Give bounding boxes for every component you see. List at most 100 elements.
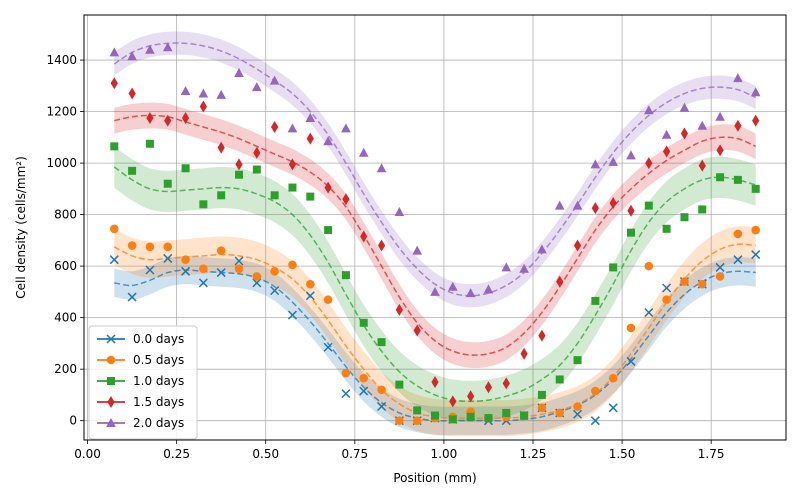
data-point bbox=[341, 271, 350, 280]
data-point bbox=[590, 159, 601, 169]
data-point bbox=[501, 262, 512, 272]
data-point bbox=[145, 139, 154, 148]
data-point bbox=[465, 288, 476, 298]
data-point bbox=[216, 89, 226, 99]
data-point bbox=[164, 114, 172, 127]
data-point bbox=[627, 204, 635, 217]
data-point bbox=[323, 295, 333, 304]
y-tick-label: 600 bbox=[54, 259, 77, 273]
x-tick-label: 0.25 bbox=[163, 447, 190, 461]
data-point bbox=[716, 173, 725, 182]
data-point bbox=[324, 226, 333, 235]
data-point bbox=[395, 303, 403, 316]
data-point bbox=[199, 200, 208, 209]
data-point bbox=[128, 166, 137, 175]
x-stroke bbox=[234, 256, 244, 266]
data-point bbox=[662, 295, 671, 304]
x-stroke bbox=[216, 268, 226, 278]
data-point bbox=[341, 123, 351, 133]
data-point bbox=[305, 113, 316, 123]
data-point bbox=[413, 406, 422, 415]
x-stroke bbox=[109, 255, 119, 265]
data-point bbox=[306, 192, 315, 201]
data-point bbox=[680, 213, 689, 222]
data-point bbox=[626, 323, 636, 333]
legend-entry: 0.0 days bbox=[97, 332, 184, 346]
x-stroke bbox=[145, 265, 155, 275]
data-point bbox=[662, 283, 672, 293]
legend-label: 0.0 days bbox=[133, 332, 184, 346]
data-point bbox=[502, 408, 511, 417]
data-point bbox=[341, 389, 351, 399]
data-point bbox=[377, 239, 386, 252]
data-point bbox=[216, 246, 226, 255]
data-point bbox=[590, 416, 600, 426]
data-points bbox=[109, 42, 761, 426]
data-point bbox=[305, 279, 315, 289]
data-point bbox=[181, 112, 190, 125]
data-point bbox=[680, 127, 689, 140]
data-point bbox=[181, 255, 190, 264]
data-point bbox=[128, 87, 136, 100]
data-point bbox=[520, 411, 529, 420]
data-point bbox=[395, 380, 404, 389]
data-point bbox=[537, 390, 546, 399]
x-stroke bbox=[323, 342, 333, 352]
data-point bbox=[394, 207, 405, 217]
y-tick-label: 1200 bbox=[46, 105, 77, 119]
data-point bbox=[377, 401, 387, 412]
legend-entry: 0.5 days bbox=[97, 353, 184, 367]
data-point bbox=[127, 241, 137, 250]
data-point bbox=[252, 82, 262, 92]
data-point bbox=[608, 373, 618, 383]
data-point bbox=[591, 296, 600, 305]
data-point bbox=[110, 142, 119, 151]
data-point bbox=[537, 403, 547, 413]
data-point bbox=[626, 356, 636, 366]
data-point bbox=[163, 179, 172, 188]
data-point bbox=[358, 147, 369, 157]
data-point bbox=[162, 42, 173, 52]
data-point bbox=[573, 409, 583, 419]
data-point bbox=[572, 200, 583, 210]
data-point bbox=[431, 411, 439, 420]
data-point bbox=[271, 121, 279, 134]
data-point bbox=[608, 403, 618, 413]
data-point bbox=[680, 277, 689, 286]
data-point bbox=[698, 159, 706, 172]
x-stroke bbox=[163, 253, 173, 263]
data-point bbox=[519, 263, 529, 273]
grid bbox=[84, 15, 786, 440]
data-point bbox=[750, 87, 761, 97]
data-point bbox=[644, 201, 653, 210]
data-point bbox=[359, 386, 369, 396]
legend: 0.0 days 0.5 days 1.0 days 1.5 days 2.0 days bbox=[88, 325, 198, 440]
data-point bbox=[484, 414, 493, 423]
data-point bbox=[127, 51, 137, 61]
x-tick-label: 1.25 bbox=[520, 447, 547, 461]
data-point bbox=[644, 307, 654, 318]
x-stroke bbox=[751, 250, 761, 260]
data-point bbox=[556, 275, 564, 288]
data-point bbox=[216, 268, 226, 278]
y-tick-label: 1400 bbox=[46, 53, 77, 67]
data-point bbox=[626, 150, 636, 160]
data-point bbox=[199, 100, 207, 113]
data-point bbox=[270, 191, 279, 200]
x-tick-label: 1.50 bbox=[609, 447, 636, 461]
x-stroke bbox=[644, 307, 654, 318]
legend-label: 1.0 days bbox=[133, 374, 184, 388]
data-point bbox=[145, 242, 155, 252]
data-point bbox=[554, 200, 565, 210]
y-tick-label: 0 bbox=[69, 414, 77, 428]
data-point bbox=[609, 197, 617, 210]
data-point bbox=[733, 175, 742, 184]
x-axis-label: Position (mm) bbox=[393, 471, 476, 485]
data-point bbox=[715, 111, 725, 121]
data-point bbox=[502, 377, 510, 390]
data-point bbox=[341, 368, 351, 378]
data-point bbox=[199, 264, 208, 274]
data-point bbox=[235, 170, 244, 179]
data-point bbox=[679, 102, 690, 112]
